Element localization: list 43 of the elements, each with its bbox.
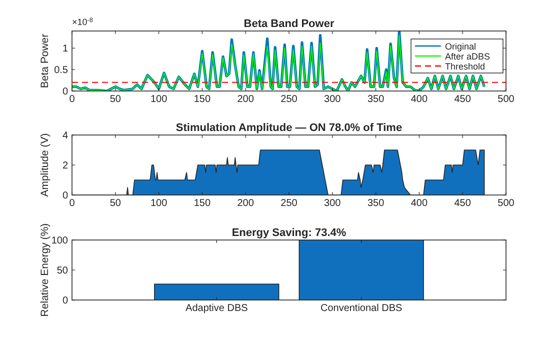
x-tick-label: 50 bbox=[110, 94, 122, 105]
y-tick-label: 4 bbox=[62, 130, 68, 142]
x-tick-label: 150 bbox=[194, 198, 211, 209]
legend-label: Threshold bbox=[445, 62, 486, 72]
x-tick-label: 200 bbox=[237, 198, 254, 209]
x-tick-label: Adaptive DBS bbox=[186, 303, 248, 314]
x-tick-label: 100 bbox=[150, 198, 168, 209]
x-tick-label: 450 bbox=[454, 198, 472, 209]
y-tick-label: 100 bbox=[51, 236, 68, 246]
y-tick-label: 50 bbox=[56, 266, 68, 276]
x-tick-label: 250 bbox=[280, 198, 298, 209]
x-tick-label: 450 bbox=[454, 94, 472, 105]
x-tick-label: 300 bbox=[324, 198, 342, 209]
y-tick-label: 0 bbox=[62, 86, 68, 98]
x-tick-label: 0 bbox=[69, 94, 76, 105]
x-tick-label: 150 bbox=[194, 94, 211, 105]
chart-title: Stimulation Amplitude — ON 78.0% of Time bbox=[176, 122, 402, 134]
x-tick-label: 400 bbox=[410, 94, 428, 105]
x-tick-label: 500 bbox=[498, 94, 515, 105]
text: ×10$^{-8}$ bbox=[72, 16, 94, 27]
chart-title: Beta Band Power bbox=[244, 18, 335, 30]
x-tick-label: 350 bbox=[367, 94, 385, 105]
y-tick-label: 0.5 bbox=[54, 65, 68, 76]
y-axis-title: Relative Energy (%) bbox=[39, 223, 51, 317]
y-axis-title: Amplitude (V) bbox=[39, 133, 51, 197]
x-tick-label: 0 bbox=[69, 198, 76, 209]
x-tick-label: 200 bbox=[237, 94, 254, 105]
x-tick-label: Conventional DBS bbox=[320, 303, 403, 314]
y-tick-label: 1 bbox=[62, 44, 68, 55]
x-tick-label: 350 bbox=[367, 198, 385, 209]
chart-title: Energy Saving: 73.4% bbox=[232, 227, 346, 239]
x-tick-label: 100 bbox=[150, 94, 168, 105]
legend-label: Original bbox=[445, 42, 476, 52]
x-tick-label: 400 bbox=[410, 198, 428, 209]
y-tick-label: 0 bbox=[62, 296, 68, 306]
x-tick-label: 500 bbox=[498, 198, 515, 209]
x-tick-label: 250 bbox=[280, 94, 298, 105]
y-axis-title: Beta Power bbox=[39, 33, 51, 88]
y-tick-label: 0 bbox=[62, 190, 68, 202]
x-tick-label: 50 bbox=[110, 198, 122, 209]
legend-label: After aDBS bbox=[445, 52, 490, 62]
y-tick-label: 2 bbox=[62, 160, 68, 172]
x-tick-label: 300 bbox=[324, 94, 342, 105]
